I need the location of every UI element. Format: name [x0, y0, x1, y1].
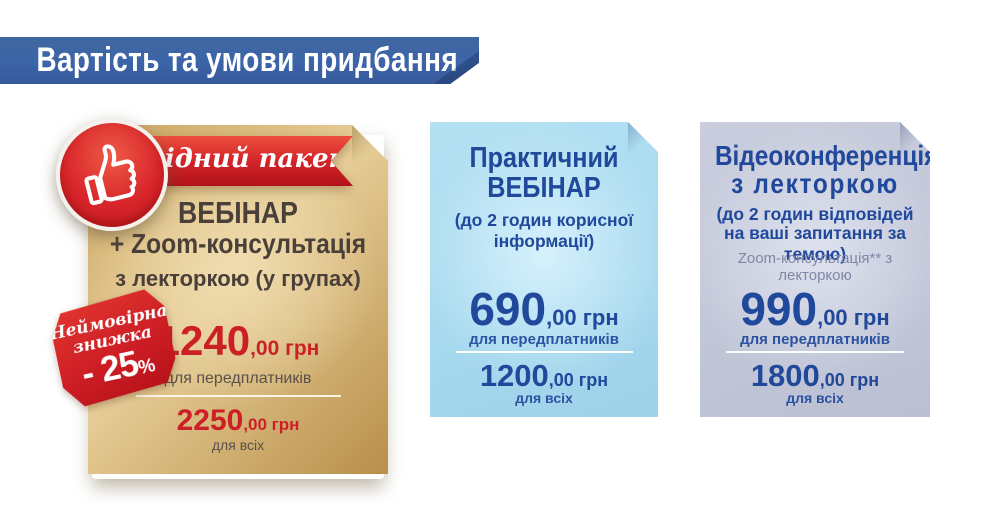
price-suffix: ,00 грн: [250, 337, 320, 360]
price-suffix: ,00 грн: [548, 370, 609, 390]
price-everyone: 2250,00 грн: [88, 404, 388, 438]
card-title: ВЕБІНАР: [178, 195, 298, 230]
price-amount: 2250: [176, 404, 244, 437]
page-title: Вартість та умови придбання: [36, 41, 459, 79]
card-subtitle-line2: на ваші запитання за темою): [724, 223, 906, 264]
price-subscribers-label: для передплатників: [469, 331, 619, 348]
card-title: Практичний: [469, 142, 619, 174]
price-subscribers: 990,00 грн: [700, 282, 930, 336]
card-subtitle: з лекторкою (у групах): [115, 266, 361, 291]
price-suffix: ,00 грн: [546, 305, 619, 330]
price-suffix: ,00 грн: [243, 415, 300, 434]
card-videoconference: Відеоконференція з лекторкою (до 2 годин…: [700, 122, 930, 417]
price-amount: 1200: [479, 358, 549, 393]
card-title-line2: + Zoom-консультація: [109, 228, 367, 259]
card-title-line2: з лекторкою: [731, 168, 899, 199]
divider: [456, 351, 633, 353]
price-subscribers-label: для передплатників: [740, 331, 890, 348]
card-note: Zoom-консультація** з лекторкою: [737, 250, 893, 284]
price-everyone: 1800,00 грн: [700, 358, 930, 394]
price-everyone: 1200,00 грн: [430, 358, 658, 394]
price-everyone-label: для всіх: [515, 390, 573, 406]
price-subscribers-label: для передплатників: [164, 370, 312, 387]
card-subtitle: (до 2 годин корисної інформації): [454, 210, 634, 251]
thumbs-up-badge: [56, 119, 168, 231]
card-title: Відеоконференція: [714, 140, 939, 171]
price-amount: 990: [740, 283, 818, 335]
price-subscribers: 690,00 грн: [430, 282, 658, 336]
price-suffix: ,00 грн: [819, 370, 880, 390]
price-suffix: ,00 грн: [817, 305, 890, 330]
header-banner-shape: Вартість та умови придбання: [0, 37, 479, 84]
card-title-line2: ВЕБІНАР: [487, 172, 601, 204]
price-amount: 690: [469, 283, 547, 335]
card-practical-webinar: Практичний ВЕБІНАР (до 2 годин корисної …: [430, 122, 658, 417]
price-everyone-label: для всіх: [211, 437, 265, 453]
divider: [726, 351, 904, 353]
price-everyone-label: для всіх: [786, 390, 844, 406]
header-banner: Вартість та умови придбання: [0, 37, 479, 84]
percent-sign: %: [136, 355, 158, 380]
price-amount: 1800: [750, 358, 820, 393]
card-subtitle-line1: (до 2 годин відповідей: [716, 204, 914, 224]
thumbs-up-icon: [84, 144, 137, 206]
divider: [136, 395, 341, 397]
price-subscribers: 1240,00 грн: [88, 317, 388, 365]
